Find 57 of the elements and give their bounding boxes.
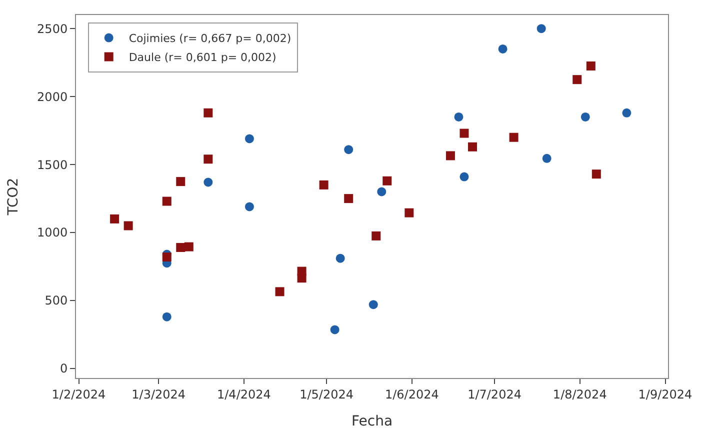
y-tick-label: 2500 bbox=[37, 22, 68, 36]
point bbox=[454, 112, 464, 122]
x-tick-label: 1/3/2024 bbox=[132, 387, 186, 402]
y-tick-label: 0 bbox=[60, 362, 68, 376]
point bbox=[162, 196, 172, 206]
point bbox=[468, 142, 477, 152]
point bbox=[176, 177, 186, 186]
point bbox=[592, 170, 601, 179]
point bbox=[368, 300, 378, 310]
point bbox=[622, 108, 632, 118]
point bbox=[204, 108, 213, 118]
x-tick-label: 1/9/2024 bbox=[638, 387, 692, 402]
x-tick-label: 1/7/2024 bbox=[468, 387, 522, 402]
point bbox=[572, 75, 582, 84]
point bbox=[344, 145, 354, 154]
point bbox=[586, 61, 596, 70]
x-tick-label: 1/8/2024 bbox=[552, 387, 607, 402]
point bbox=[162, 252, 172, 262]
x-tick-label: 1/2/2024 bbox=[52, 387, 106, 402]
point bbox=[275, 287, 284, 296]
point bbox=[244, 134, 254, 144]
point bbox=[460, 172, 469, 182]
point bbox=[204, 178, 213, 187]
point bbox=[446, 151, 455, 160]
point bbox=[498, 44, 508, 54]
point bbox=[204, 154, 213, 164]
legend-label: Cojimies (r= 0,667 p= 0,002) bbox=[128, 32, 292, 46]
point bbox=[542, 154, 552, 163]
point bbox=[297, 274, 306, 283]
y-tick-label: 500 bbox=[44, 294, 68, 308]
point bbox=[382, 176, 392, 186]
point bbox=[319, 180, 328, 190]
point bbox=[372, 231, 381, 240]
y-tick-label: 2000 bbox=[37, 90, 68, 104]
y-tick-label: 1500 bbox=[37, 158, 68, 172]
y-axis-title: TCO2 bbox=[6, 178, 22, 216]
point bbox=[460, 128, 469, 138]
point bbox=[162, 312, 172, 322]
point bbox=[184, 242, 194, 252]
point bbox=[580, 112, 590, 122]
point bbox=[110, 214, 120, 224]
x-tick-label: 1/4/2024 bbox=[217, 387, 271, 402]
x-axis-title: Fecha bbox=[351, 414, 393, 430]
point bbox=[176, 242, 186, 252]
point bbox=[336, 254, 345, 263]
point bbox=[377, 187, 386, 196]
point bbox=[244, 202, 254, 212]
x-tick-label: 1/6/2024 bbox=[384, 387, 439, 402]
point bbox=[509, 132, 518, 142]
legend-label: Daule (r= 0,601 p= 0,002) bbox=[128, 51, 276, 64]
x-tick-label: 1/5/2024 bbox=[300, 387, 354, 402]
point bbox=[404, 208, 414, 218]
point bbox=[536, 24, 546, 34]
point bbox=[344, 194, 354, 204]
point bbox=[330, 325, 340, 334]
point bbox=[124, 221, 133, 230]
y-tick-label: 1000 bbox=[37, 226, 68, 240]
